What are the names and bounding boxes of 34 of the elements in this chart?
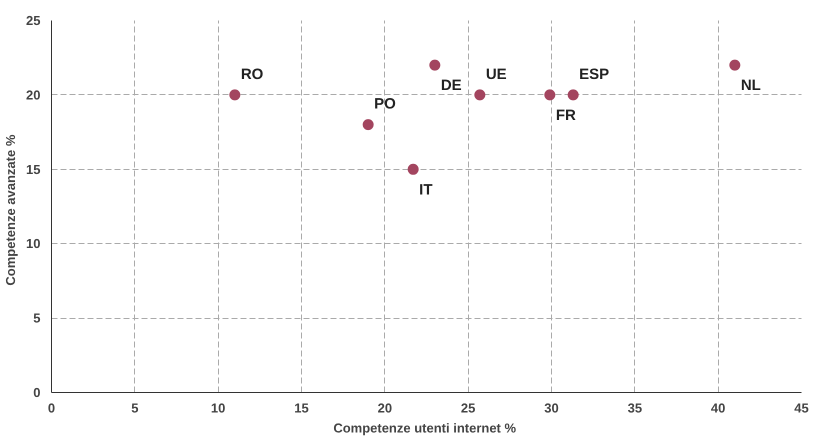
annotation: UE	[486, 66, 507, 83]
y-tick-label: 25	[26, 13, 41, 28]
point	[729, 60, 740, 71]
annotation: NL	[740, 77, 761, 94]
x-tick-label: 30	[544, 400, 559, 416]
x-tick-label: 20	[378, 400, 392, 416]
y-tick-label: 5	[33, 310, 41, 326]
y-tick-label: 10	[26, 236, 41, 252]
y-tick-label: 15	[26, 162, 41, 177]
x-tick-label: 10	[210, 400, 226, 416]
x-tick-label: 5	[131, 400, 138, 416]
annotation: IT	[419, 181, 433, 198]
point	[362, 119, 374, 130]
annotation: PO	[374, 96, 396, 113]
x-tick-label: 40	[710, 400, 726, 416]
y-axis-title: Competenze avanzate %	[3, 134, 18, 286]
x-tick-label: 45	[794, 400, 809, 416]
annotation: RO	[240, 66, 264, 83]
x-tick-label: 0	[48, 400, 56, 416]
x-tick-label: 35	[628, 400, 642, 416]
x-axis-title: Competenze utenti internet %	[333, 420, 517, 436]
annotation: DE	[440, 77, 462, 94]
annotation: FR	[556, 106, 576, 124]
point	[544, 89, 556, 100]
point	[408, 164, 419, 175]
point	[568, 89, 579, 100]
x-tick-label: 15	[294, 400, 309, 416]
y-tick-label: 20	[26, 87, 41, 102]
x-tick-label: 25	[460, 400, 476, 416]
point	[229, 89, 240, 100]
point	[429, 60, 440, 71]
annotation: ESP	[579, 66, 610, 83]
y-tick-label: 0	[33, 385, 41, 400]
point	[474, 89, 486, 100]
